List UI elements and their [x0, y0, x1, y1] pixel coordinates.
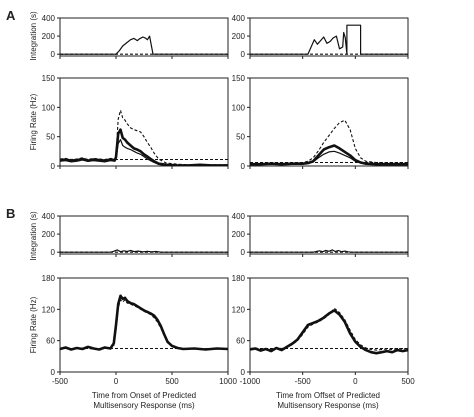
y-tick-label: 50	[236, 133, 245, 142]
x-tick-label: 500	[401, 377, 415, 386]
y-tick-label: 400	[42, 212, 56, 221]
y-tick-label: 0	[51, 162, 56, 171]
series-line-thin	[250, 150, 408, 165]
series-group	[60, 294, 228, 351]
firing-ylabel-b: Firing Rate (Hz)	[29, 296, 38, 353]
series-line-thin	[60, 139, 228, 166]
series-group	[250, 119, 408, 166]
y-tick-label: 400	[232, 212, 246, 221]
panel-label-b: B	[6, 206, 15, 221]
x-tick-label: 500	[165, 377, 179, 386]
series-line-thin	[60, 35, 228, 55]
y-tick-label: 180	[232, 274, 246, 283]
y-tick-label: 0	[51, 50, 56, 59]
y-tick-label: 60	[46, 337, 55, 346]
series-group	[250, 307, 408, 355]
y-tick-label: 150	[232, 74, 246, 83]
y-tick-label: 200	[232, 32, 246, 41]
panel-A-offset-integration: 0 200 400	[232, 14, 409, 59]
y-tick-label: 200	[232, 230, 246, 239]
y-tick-label: 100	[42, 103, 56, 112]
panel-label-a: A	[6, 8, 16, 23]
y-tick-label: 0	[241, 368, 246, 377]
xlabel-onset: Time from Onset of Predicted Multisensory…	[92, 391, 196, 410]
y-tick-label: 100	[232, 103, 246, 112]
y-tick-label: 0	[51, 368, 56, 377]
panel-A-onset-integration: 0 200 400	[42, 14, 229, 59]
x-tick-label: 0	[114, 377, 119, 386]
x-tick-label: 1000	[219, 377, 237, 386]
series-line-thin	[250, 24, 408, 55]
y-tick-label: 0	[51, 248, 56, 257]
y-tick-label: 0	[241, 248, 246, 257]
y-tick-label: 150	[42, 74, 56, 83]
series-line-thin	[60, 249, 228, 253]
y-tick-label: 0	[241, 162, 246, 171]
series-group	[60, 109, 228, 166]
y-tick-label: 120	[42, 305, 56, 314]
series-group	[250, 249, 408, 253]
panel-A-onset-firing: 0 50 100 150	[42, 74, 229, 171]
plot-frame	[249, 215, 409, 255]
plot-frame	[249, 277, 409, 373]
series-group	[60, 35, 228, 55]
x-tick-label: -500	[295, 377, 312, 386]
y-tick-label: 0	[241, 50, 246, 59]
integration-ylabel-a: Integration (s)	[29, 11, 38, 61]
y-tick-label: 50	[46, 133, 55, 142]
y-tick-label: 60	[236, 337, 245, 346]
y-tick-label: 400	[42, 14, 56, 23]
plot-frame	[59, 77, 229, 167]
plot-frame	[249, 17, 409, 57]
series-group	[60, 249, 228, 253]
y-tick-label: 120	[232, 305, 246, 314]
plot-area: 0200400020040005010015005010015002004000…	[42, 14, 416, 386]
panel-B-onset-integration: 0 200 400	[42, 212, 229, 257]
series-line-dashed	[250, 119, 408, 165]
y-tick-label: 180	[42, 274, 56, 283]
x-tick-label: -500	[52, 377, 69, 386]
firing-ylabel-a: Firing Rate (Hz)	[29, 93, 38, 150]
series-group	[250, 24, 408, 55]
plot-frame	[249, 77, 409, 167]
xlabel-offset: Time from Offset of Predicted Multisensor…	[276, 391, 380, 410]
integration-ylabel-b: Integration (s)	[29, 211, 38, 261]
y-tick-label: 200	[42, 32, 56, 41]
x-tick-label: 0	[353, 377, 358, 386]
plot-frame	[59, 215, 229, 255]
series-line-thin	[250, 249, 408, 253]
series-line-dashed	[60, 109, 228, 166]
panel-A-offset-firing: 0 50 100 150	[232, 74, 409, 171]
plot-frame	[59, 277, 229, 373]
x-tick-label: -1000	[240, 377, 261, 386]
y-tick-label: 200	[42, 230, 56, 239]
panel-B-offset-integration: 0 200 400	[232, 212, 409, 257]
panel-B-offset-firing: 0 60 120 180 -1000 -500 0 500	[232, 274, 416, 386]
y-tick-label: 400	[232, 14, 246, 23]
